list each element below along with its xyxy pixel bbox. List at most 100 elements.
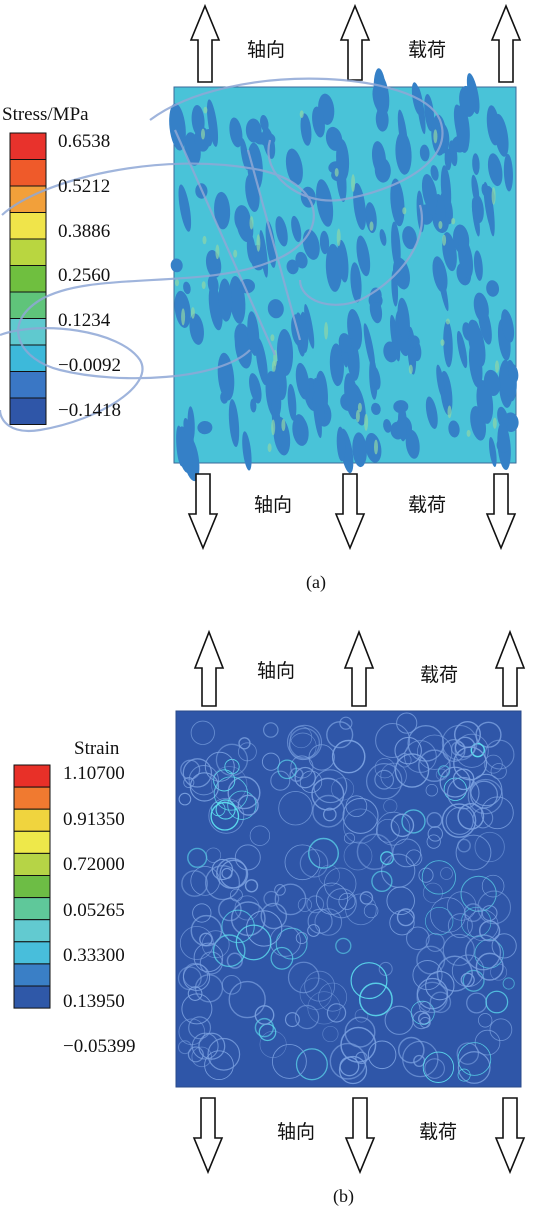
strain-cell xyxy=(199,932,213,947)
strain-cell xyxy=(194,974,224,1003)
strain-cell xyxy=(502,977,515,990)
stress-blob xyxy=(325,126,343,151)
stress-blob xyxy=(191,105,205,136)
strain-cell xyxy=(424,1058,445,1079)
stress-blob xyxy=(245,174,260,212)
stress-blob xyxy=(488,437,497,467)
stress-speck xyxy=(447,405,452,419)
strain-cell xyxy=(204,1050,234,1081)
stress-blob xyxy=(356,235,371,277)
strain-cell xyxy=(304,970,336,1002)
strain-legend-label: 0.72000 xyxy=(63,854,125,875)
strain-cell xyxy=(491,933,517,959)
strain-cell xyxy=(343,832,356,844)
strain-cell xyxy=(187,1046,204,1063)
strain-cell xyxy=(380,762,407,790)
stress-blob xyxy=(431,114,447,156)
strain-cell xyxy=(429,991,452,1014)
stress-blob xyxy=(206,99,219,147)
stress-legend-label: −0.1418 xyxy=(58,399,121,421)
strain-cell xyxy=(314,908,343,936)
strain-legend-label: 0.91350 xyxy=(63,808,125,830)
caption-a: (a) xyxy=(306,572,326,592)
stress-blob xyxy=(501,309,515,343)
strain-cell xyxy=(465,934,502,971)
strain-cell xyxy=(228,980,266,1019)
strain-cell xyxy=(308,837,340,869)
strain-cell xyxy=(227,776,261,810)
strain-cell xyxy=(419,1001,431,1013)
stress-speck xyxy=(402,207,407,215)
top-label-load-a: 载荷 xyxy=(408,39,447,61)
strain-cell xyxy=(447,913,473,939)
strain-cell xyxy=(190,720,215,745)
strain-cell xyxy=(270,946,294,970)
stress-legend-swatch xyxy=(9,185,47,213)
strain-legend-swatch xyxy=(13,919,51,943)
stress-blob xyxy=(397,404,408,442)
stress-speck xyxy=(433,129,438,144)
stress-blob xyxy=(444,148,452,171)
strain-cell xyxy=(380,851,394,866)
stress-speck xyxy=(270,334,275,342)
strain-cell xyxy=(226,952,243,969)
stress-speck xyxy=(355,410,360,423)
stress-blob xyxy=(497,406,509,430)
strain-cell xyxy=(331,739,366,774)
top-label-axial-a: 轴向 xyxy=(247,39,286,61)
stress-blob xyxy=(294,414,307,436)
stress-speck xyxy=(201,281,206,289)
strain-cell xyxy=(335,937,352,955)
strain-legend-title: Strain xyxy=(74,738,120,759)
strain-legend-swatch xyxy=(13,897,51,921)
stress-speck xyxy=(201,128,205,140)
strain-cell xyxy=(474,831,505,863)
strain-cell xyxy=(374,769,395,790)
stress-legend-swatch xyxy=(9,265,47,293)
stress-blob xyxy=(197,420,213,435)
strain-cell xyxy=(338,1055,368,1085)
strain-cell xyxy=(178,1018,206,1046)
strain-cell xyxy=(405,849,423,867)
strain-cell xyxy=(318,982,348,1012)
top-arrows-a xyxy=(189,3,522,83)
stress-blob xyxy=(430,165,439,181)
stress-speck xyxy=(357,402,362,413)
strain-cell xyxy=(188,765,219,796)
strain-cell xyxy=(260,902,288,930)
stress-blob xyxy=(373,68,387,117)
strain-legend-swatch xyxy=(13,808,51,832)
stress-legend-swatch xyxy=(9,212,47,240)
stress-blob xyxy=(218,278,233,322)
stress-legend-label: 0.1234 xyxy=(58,310,111,332)
strain-legend-swatch xyxy=(13,941,51,965)
strain-cell xyxy=(207,1037,241,1071)
strain-cell xyxy=(277,759,297,780)
stress-blob xyxy=(383,341,399,363)
strain-cell xyxy=(374,757,395,779)
strain-cell xyxy=(215,743,249,776)
strain-cell xyxy=(363,903,379,919)
strain-cell xyxy=(457,1042,492,1076)
strain-cell xyxy=(404,740,437,773)
strain-legend-label: 1.10700 xyxy=(63,763,125,784)
stress-blob xyxy=(486,188,495,237)
stress-field xyxy=(169,68,519,482)
stress-blob xyxy=(287,383,297,421)
arrow-down-right-a xyxy=(485,473,517,551)
stress-blob xyxy=(325,243,342,292)
stress-legend xyxy=(9,132,47,425)
strain-cell xyxy=(425,932,445,952)
stress-speck xyxy=(374,439,378,455)
strain-cell xyxy=(299,770,323,793)
strain-cell xyxy=(244,879,259,893)
stress-legend-swatch xyxy=(9,344,47,372)
stress-blob xyxy=(397,109,409,158)
strain-cell xyxy=(445,806,474,835)
strain-cell xyxy=(270,770,291,791)
strain-cell xyxy=(394,736,422,765)
strain-legend-swatch xyxy=(13,786,51,810)
strain-cell xyxy=(396,908,415,927)
strain-cell xyxy=(478,1013,493,1028)
stress-blob xyxy=(242,431,252,471)
